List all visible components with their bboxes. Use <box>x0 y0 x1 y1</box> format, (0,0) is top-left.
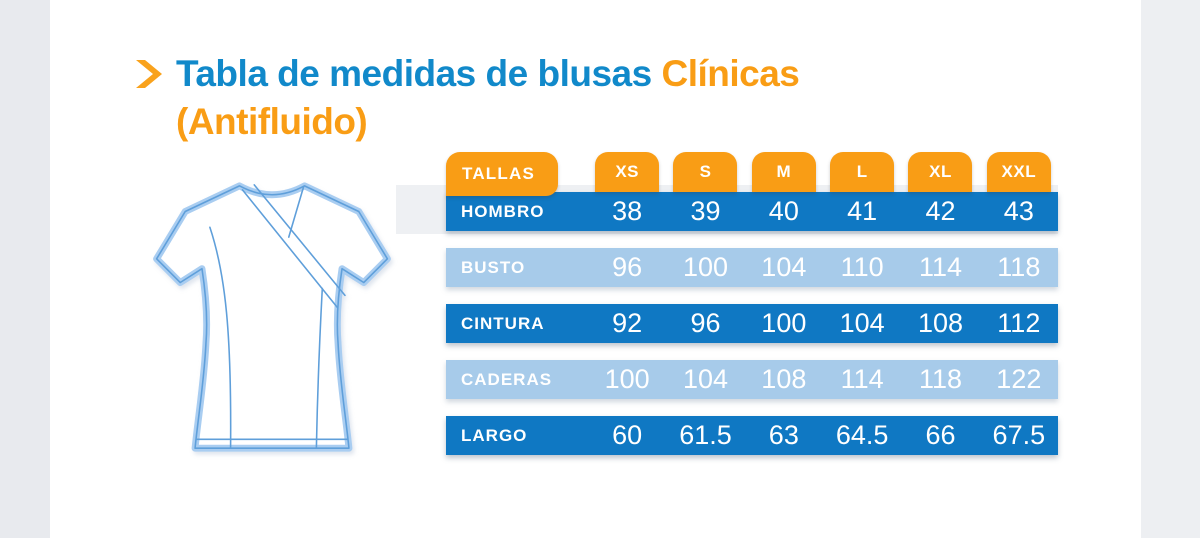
clinical-blouse-illustration <box>153 182 391 452</box>
measurement-value: 42 <box>925 196 956 226</box>
measurement-value: 100 <box>761 308 807 338</box>
measurement-value: 67.5 <box>992 420 1046 450</box>
right-background-strip <box>1141 0 1200 538</box>
measurement-value: 66 <box>925 420 956 450</box>
measurement-value: 104 <box>682 364 729 394</box>
size-tab-cell: S <box>666 152 744 196</box>
table-row-largo: LARGO 60 61.5 63 64.5 66 67.5 <box>446 416 1058 455</box>
left-background-strip <box>0 0 50 538</box>
chevron-right-icon <box>136 60 162 88</box>
measurement-value: 41 <box>847 196 878 226</box>
row-label: CINTURA <box>461 313 545 333</box>
table-row-hombro: HOMBRO 38 39 40 41 42 43 <box>446 192 1058 231</box>
title-line1-blue: Tabla de medidas de blusas <box>176 53 652 94</box>
blouse-outline <box>153 182 391 452</box>
measurement-value: 92 <box>612 308 643 338</box>
measurement-value: 40 <box>768 196 799 226</box>
table-row-caderas: CADERAS 100 104 108 114 118 122 <box>446 360 1058 399</box>
measurement-value: 108 <box>917 308 964 338</box>
measurement-value: 112 <box>997 308 1041 338</box>
size-table-rows: HOMBRO 38 39 40 41 42 43 BUSTO 96 100 104 110 114 118… <box>446 192 1058 455</box>
title-line-2: (Antifluido) <box>176 101 368 142</box>
size-tab-cell: XL <box>901 152 979 196</box>
row-label: CADERAS <box>461 369 553 389</box>
size-tab-cell: M <box>745 152 823 196</box>
size-tab-cell: XXL <box>980 152 1058 196</box>
measurement-value: 100 <box>682 252 729 282</box>
size-tab-l: L <box>830 152 895 192</box>
title-line-1: Tabla de medidas de blusas Clínicas <box>176 50 1036 98</box>
measurement-value: 96 <box>690 308 721 338</box>
measurement-value: 64.5 <box>835 420 889 450</box>
page-title: Tabla de medidas de blusas Clínicas (Ant… <box>136 50 1036 146</box>
measurement-value: 122 <box>996 364 1042 394</box>
tallas-header-tab: TALLAS <box>446 152 558 196</box>
measurement-value: 96 <box>612 252 643 282</box>
row-label: LARGO <box>461 425 528 445</box>
tabs-row: TALLAS XS S M L XL XXL <box>446 152 1058 196</box>
size-tab-cell: XS <box>588 152 666 196</box>
measurement-value: 118 <box>997 252 1041 282</box>
size-tab-m: M <box>751 152 816 192</box>
measurement-value: 104 <box>761 252 807 282</box>
title-line1-orange: Clínicas <box>661 53 800 94</box>
size-tab-cell: L <box>823 152 901 196</box>
measurement-value: 100 <box>604 364 650 394</box>
size-table: TALLAS XS S M L XL XXL HOMBRO 38 39 40 41 42 43 BUST… <box>446 152 1058 455</box>
measurement-value: 104 <box>839 308 885 338</box>
content-area: Tabla de medidas de blusas Clínicas (Ant… <box>50 0 1141 538</box>
measurement-value: 43 <box>1003 196 1034 226</box>
measurement-value: 110 <box>840 252 884 282</box>
row-label: BUSTO <box>461 257 526 277</box>
table-row-cintura: CINTURA 92 96 100 104 108 112 <box>446 304 1058 343</box>
measurement-value: 118 <box>918 364 963 394</box>
size-tab-s: S <box>673 152 738 192</box>
size-tab-xs: XS <box>595 152 660 192</box>
measurement-value: 63 <box>768 420 799 450</box>
measurement-value: 61.5 <box>679 420 732 450</box>
measurement-value: 38 <box>612 196 643 226</box>
measurement-value: 108 <box>761 364 807 394</box>
size-tab-xxl: XXL <box>986 152 1051 192</box>
measurement-value: 114 <box>918 252 963 282</box>
measurement-value: 39 <box>690 196 721 226</box>
measurement-value: 60 <box>612 420 643 450</box>
table-row-busto: BUSTO 96 100 104 110 114 118 <box>446 248 1058 287</box>
measurement-value: 114 <box>840 364 884 394</box>
size-tab-xl: XL <box>908 152 973 192</box>
row-label: HOMBRO <box>461 201 545 221</box>
title-text: Tabla de medidas de blusas Clínicas (Ant… <box>176 50 1036 146</box>
